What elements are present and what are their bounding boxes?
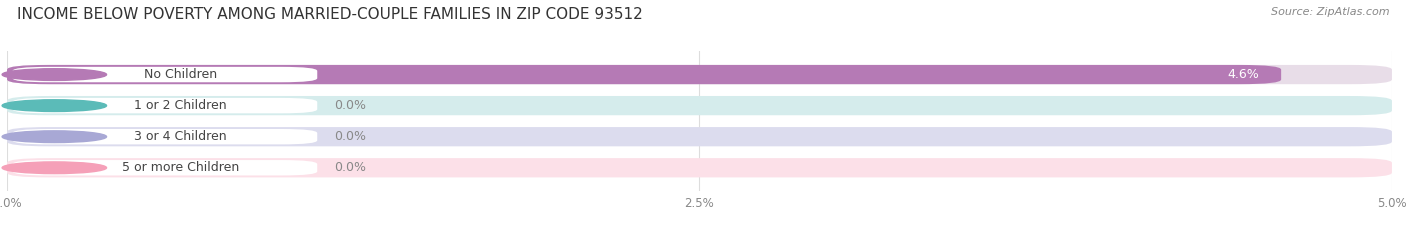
FancyBboxPatch shape xyxy=(7,65,1392,84)
FancyBboxPatch shape xyxy=(13,98,318,113)
Text: INCOME BELOW POVERTY AMONG MARRIED-COUPLE FAMILIES IN ZIP CODE 93512: INCOME BELOW POVERTY AMONG MARRIED-COUPL… xyxy=(17,7,643,22)
FancyBboxPatch shape xyxy=(13,67,318,82)
FancyBboxPatch shape xyxy=(13,129,318,144)
Text: 1 or 2 Children: 1 or 2 Children xyxy=(134,99,226,112)
Text: Source: ZipAtlas.com: Source: ZipAtlas.com xyxy=(1271,7,1389,17)
FancyBboxPatch shape xyxy=(13,160,318,175)
Circle shape xyxy=(3,131,107,143)
FancyBboxPatch shape xyxy=(7,127,1392,146)
Text: 0.0%: 0.0% xyxy=(333,130,366,143)
FancyBboxPatch shape xyxy=(7,96,1392,115)
Text: No Children: No Children xyxy=(143,68,217,81)
Text: 0.0%: 0.0% xyxy=(333,161,366,174)
Text: 0.0%: 0.0% xyxy=(333,99,366,112)
Circle shape xyxy=(3,100,107,111)
FancyBboxPatch shape xyxy=(7,65,1281,84)
FancyBboxPatch shape xyxy=(7,158,1392,177)
Text: 4.6%: 4.6% xyxy=(1227,68,1258,81)
Text: 3 or 4 Children: 3 or 4 Children xyxy=(134,130,226,143)
Circle shape xyxy=(3,69,107,80)
Text: 5 or more Children: 5 or more Children xyxy=(121,161,239,174)
Circle shape xyxy=(3,162,107,174)
